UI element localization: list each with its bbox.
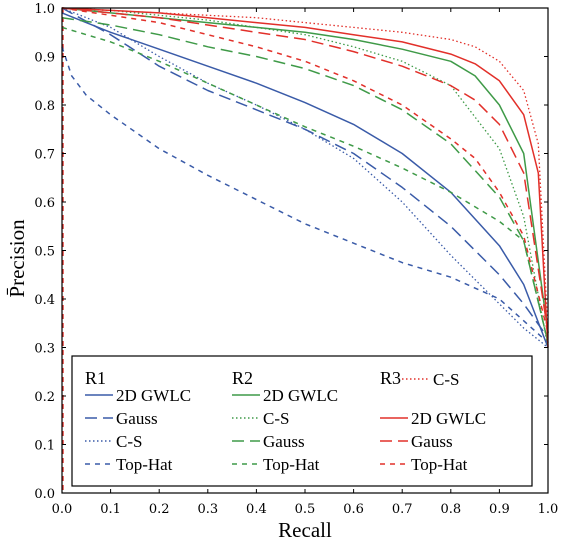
x-tick-label: 0.7 xyxy=(392,502,413,517)
x-tick-label: 0.4 xyxy=(246,502,267,517)
x-tick-label: 0.5 xyxy=(295,502,316,517)
series-line-r2-2d-gwlc xyxy=(61,7,549,334)
series-line-r1-gauss xyxy=(61,7,549,339)
series-line-r2-c-s xyxy=(61,7,549,348)
y-tick-label: 0.2 xyxy=(34,390,55,405)
x-tick-label: 0.9 xyxy=(489,502,510,517)
legend-group-r2: R2 xyxy=(232,368,253,388)
y-tick-label: 0.6 xyxy=(34,196,55,211)
series-layer xyxy=(61,7,549,349)
legend-entry-label: C-S xyxy=(433,370,459,389)
legend-group-r1: R1 xyxy=(85,368,106,388)
legend-entry-label: C-S xyxy=(116,432,142,451)
y-tick-label: 0.4 xyxy=(34,293,55,308)
y-tick-label: 0.1 xyxy=(34,439,55,454)
x-tick-label: 0.8 xyxy=(440,502,461,517)
legend-entry-label: Top-Hat xyxy=(263,455,320,474)
x-tick-label: 0.0 xyxy=(52,502,73,517)
series-line-r3-gauss xyxy=(61,7,549,334)
x-tick-label: 0.3 xyxy=(197,502,218,517)
y-tick-label: 0.9 xyxy=(34,51,55,66)
series-line-r3-top-hat xyxy=(61,7,549,334)
x-tick-label: 0.1 xyxy=(100,502,121,517)
y-tick-label: 0.0 xyxy=(34,487,55,502)
legend-entry-label: Gauss xyxy=(116,409,158,428)
y-tick-label: 0.5 xyxy=(34,245,55,260)
y-tick-label: 0.7 xyxy=(34,148,55,163)
y-tick-label: 0.3 xyxy=(34,342,55,357)
x-tick-label: 0.6 xyxy=(343,502,364,517)
x-tick-label: 0.2 xyxy=(149,502,170,517)
series-line-r2-top-hat xyxy=(61,26,549,343)
legend-entry-label: Gauss xyxy=(263,432,305,451)
axis-ticks: 0.0 0.1 0.2 0.3 0.4 0.5 0.6 0.7 0.8 0.9 1.0 0.0 0.1 0… xyxy=(34,2,558,517)
x-axis-label: Recall xyxy=(278,518,332,542)
series-line-r1-top-hat xyxy=(61,46,549,344)
legend-entry-label: 2D GWLC xyxy=(263,386,338,405)
legend-entry-label: 2D GWLC xyxy=(116,386,191,405)
legend-entry-label: 2D GWLC xyxy=(411,409,486,428)
legend-box xyxy=(71,355,533,487)
series-line-r2-gauss xyxy=(61,16,549,343)
legend: R1 R2 R3 2D GWLC Gauss C-S Top-Hat 2D GWLC C-S Ga… xyxy=(71,355,533,487)
legend-entry-label: C-S xyxy=(263,409,289,428)
y-tick-label: 0.8 xyxy=(34,99,55,114)
legend-entry-label: Top-Hat xyxy=(116,455,173,474)
y-axis-label: P̄recision xyxy=(5,219,29,298)
series-line-r1-c-s xyxy=(61,7,549,349)
series-line-r3-2d-gwlc xyxy=(61,7,549,348)
legend-entry-label: Top-Hat xyxy=(411,455,468,474)
legend-entry-label: Gauss xyxy=(411,432,453,451)
series-line-r3-c-s xyxy=(61,7,549,333)
y-tick-label: 1.0 xyxy=(34,2,55,17)
x-tick-label: 1.0 xyxy=(538,502,559,517)
series-line-r1-2d-gwlc xyxy=(61,12,549,348)
legend-group-r3: R3 xyxy=(380,368,401,388)
